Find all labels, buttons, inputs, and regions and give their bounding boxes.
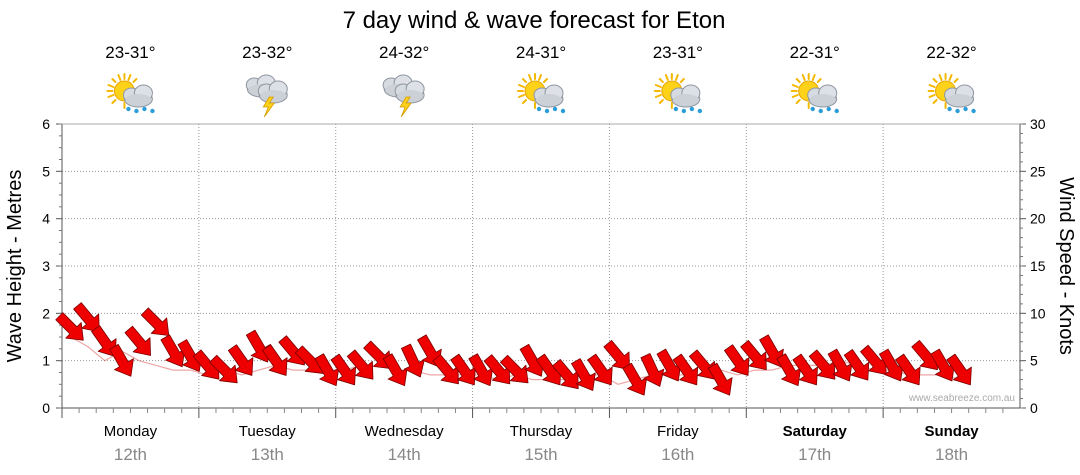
wind-arrow: [724, 344, 750, 376]
day-date-label: 13th: [251, 445, 284, 464]
day-name-label: Thursday: [510, 423, 573, 440]
wind-arrow: [930, 348, 955, 382]
wave-height-tick-label: 2: [42, 305, 50, 321]
wind-arrow: [656, 348, 682, 382]
wind-arrow: [792, 353, 818, 386]
wind-arrow: [500, 354, 529, 384]
wave-height-axis-label: Wave Height - Metres: [4, 170, 26, 363]
wind-arrow: [827, 348, 853, 382]
wind-arrow: [73, 302, 100, 333]
wind-arrow: [707, 362, 733, 396]
wind-speed-tick-label: 0: [1030, 400, 1038, 416]
wind-arrow: [946, 353, 972, 386]
day-date-label: 15th: [524, 445, 557, 464]
wind-speed-tick-label: 25: [1030, 163, 1046, 179]
wind-arrow: [622, 362, 648, 396]
wind-arrow: [382, 353, 408, 387]
day-date-label: 16th: [661, 445, 694, 464]
wind-arrow: [401, 343, 425, 378]
wind-arrow: [878, 348, 904, 382]
temperature-range-label: 22-31°: [790, 43, 840, 62]
wind-arrow: [740, 340, 767, 371]
wave-height-axis: 0 1 2 3 4 5 6: [42, 116, 62, 416]
temperature-range-label: 23-31°: [653, 43, 703, 62]
temperature-range-label: 22-32°: [926, 43, 976, 62]
weather-icons: [106, 73, 976, 118]
wind-speed-tick-label: 10: [1030, 305, 1046, 321]
sun-cloud-rain-icon: [790, 73, 839, 114]
wind-speed-tick-label: 5: [1030, 353, 1038, 369]
wind-speed-tick-label: 20: [1030, 211, 1046, 227]
storm-cloud-icon: [382, 74, 425, 118]
wind-arrow: [209, 354, 238, 384]
sun-cloud-rain-icon: [653, 73, 703, 114]
wind-arrow: [603, 340, 630, 371]
temperature-range-label: 24-31°: [516, 43, 566, 62]
credit-label: www.seabreeze.com.au: [908, 393, 1015, 404]
day-date-label: 17th: [798, 445, 831, 464]
wind-arrow: [55, 312, 84, 341]
wave-height-tick-label: 0: [42, 400, 50, 416]
wind-arrow: [587, 353, 613, 386]
wind-arrow: [140, 307, 170, 336]
wind-arrow: [640, 353, 665, 387]
wind-arrow: [330, 353, 357, 386]
series-layer: [55, 302, 972, 396]
wind-speed-axis: 0 5 10 15 20 25 30: [1020, 116, 1046, 416]
sun-cloud-rain-icon: [927, 73, 976, 114]
wind-arrow: [483, 354, 511, 385]
temperature-range-label: 24-32°: [379, 43, 429, 62]
wind-arrow: [571, 358, 596, 391]
wind-speed-axis-label: Wind Speed - Knots: [1055, 177, 1077, 355]
day-name-label: Sunday: [924, 423, 979, 440]
wind-arrow: [432, 354, 459, 385]
day-name-label: Wednesday: [365, 423, 444, 440]
wave-height-tick-label: 3: [42, 258, 50, 274]
sun-cloud-rain-icon: [517, 73, 566, 114]
wave-height-tick-label: 5: [42, 163, 50, 179]
day-name-label: Tuesday: [239, 423, 296, 440]
wind-arrow: [843, 349, 870, 381]
day-name-label: Friday: [657, 423, 699, 440]
wave-height-tick-label: 4: [42, 211, 50, 227]
wind-arrow: [124, 325, 151, 356]
chart-title: 7 day wind & wave forecast for Eton: [343, 7, 726, 34]
wind-arrow: [363, 340, 392, 370]
daily-temperatures: 23-31° 23-32° 24-32° 24-31° 23-31° 22-31° 22-3…: [105, 43, 976, 62]
wind-arrow: [314, 353, 340, 387]
wind-arrow: [895, 353, 921, 386]
wind-arrow: [262, 344, 288, 376]
temperature-range-label: 23-31°: [105, 43, 155, 62]
day-date-label: 12th: [114, 445, 147, 464]
wind-arrow: [346, 349, 374, 380]
wind-speed-tick-label: 15: [1030, 258, 1046, 274]
wave-height-tick-label: 1: [42, 353, 50, 369]
day-date-label: 18th: [935, 445, 968, 464]
wind-arrow: [776, 353, 802, 387]
wind-arrow: [860, 344, 887, 375]
wind-arrow: [808, 349, 836, 380]
wave-height-tick-label: 6: [42, 116, 50, 132]
day-name-label: Monday: [104, 423, 158, 440]
wind-arrow: [672, 353, 699, 386]
day-date-label: 14th: [388, 445, 421, 464]
wind-arrow: [468, 353, 494, 387]
day-labels: Monday 12th Tuesday 13th Wednesday 14th Thursd…: [61, 408, 1004, 464]
wind-arrow: [552, 359, 579, 390]
temperature-range-label: 23-32°: [242, 43, 292, 62]
wind-arrow: [688, 349, 716, 380]
storm-cloud-icon: [245, 74, 288, 118]
wind-arrow: [227, 344, 254, 376]
wind-speed-tick-label: 30: [1030, 116, 1046, 132]
wind-arrow: [450, 353, 476, 386]
wind-arrow: [245, 329, 271, 363]
wind-arrow: [160, 334, 186, 368]
day-name-label: Saturday: [783, 423, 848, 440]
wind-arrow: [109, 343, 134, 377]
sun-cloud-rain-icon: [106, 73, 155, 114]
